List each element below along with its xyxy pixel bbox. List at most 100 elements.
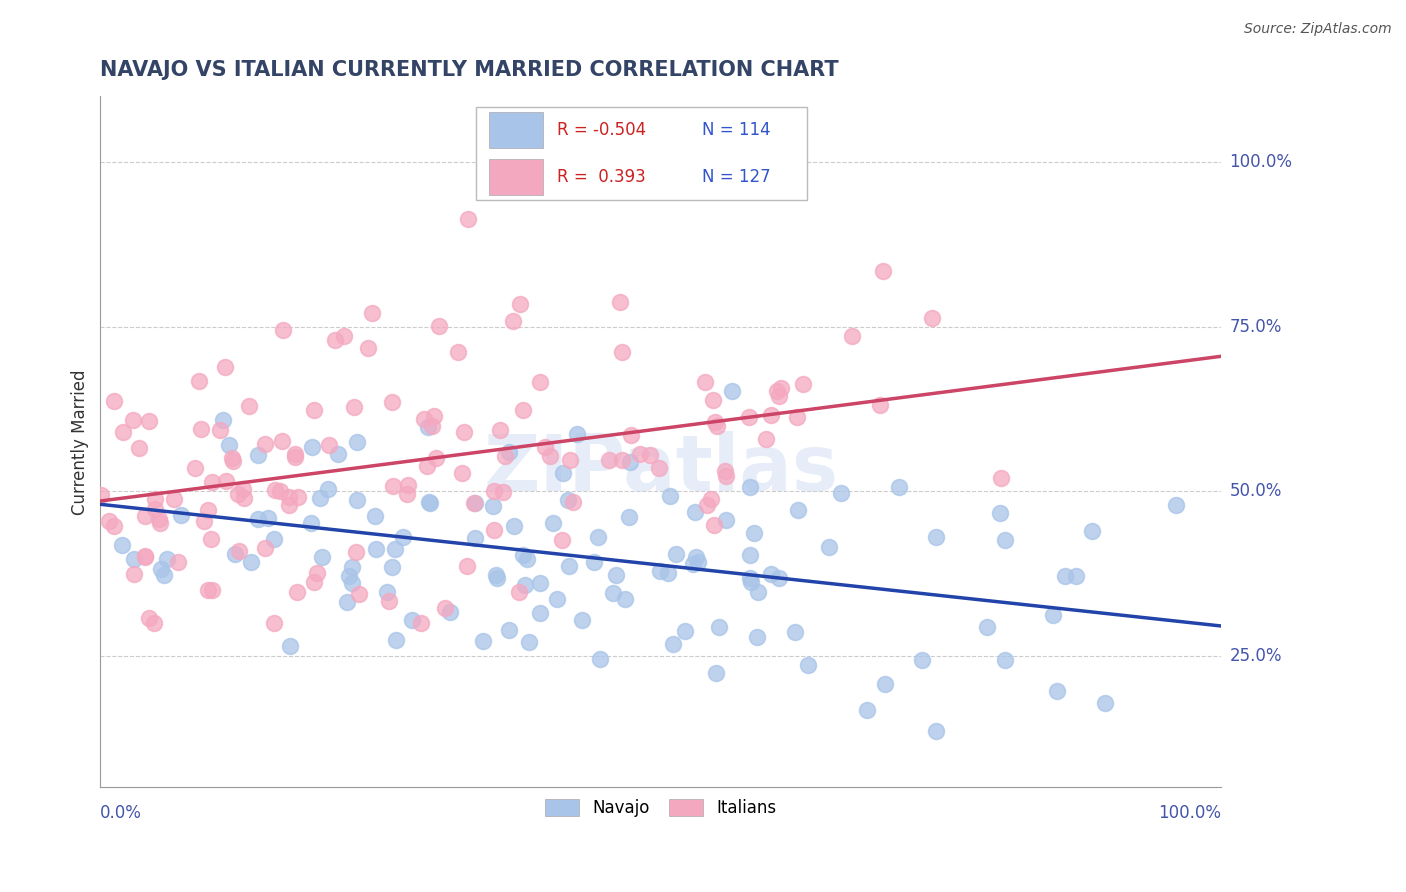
Point: [716, 469, 738, 483]
Point: [856, 703, 879, 717]
Point: [413, 412, 436, 426]
Point: [612, 344, 634, 359]
Point: [221, 454, 243, 468]
Point: [239, 555, 262, 569]
Point: [347, 587, 370, 601]
Point: [142, 615, 165, 630]
Point: [714, 513, 737, 527]
Point: [232, 491, 254, 505]
Text: R =  0.393: R = 0.393: [557, 168, 645, 186]
Text: NAVAJO VS ITALIAN CURRENTLY MARRIED CORRELATION CHART: NAVAJO VS ITALIAN CURRENTLY MARRIED CORR…: [100, 60, 839, 79]
Text: Source: ZipAtlas.com: Source: ZipAtlas.com: [1244, 22, 1392, 37]
Point: [344, 545, 367, 559]
Point: [602, 586, 624, 600]
Point: [103, 518, 125, 533]
Point: [209, 423, 232, 437]
Point: [502, 314, 524, 328]
Point: [648, 565, 671, 579]
Point: [278, 639, 301, 653]
Point: [366, 541, 388, 556]
Point: [456, 559, 478, 574]
Y-axis label: Currently Married: Currently Married: [72, 369, 89, 515]
Point: [766, 384, 789, 398]
Point: [149, 516, 172, 530]
Point: [187, 374, 209, 388]
Point: [377, 594, 399, 608]
Point: [316, 483, 339, 497]
Point: [887, 480, 910, 494]
Point: [696, 498, 718, 512]
Point: [665, 547, 688, 561]
Point: [307, 566, 329, 580]
Point: [657, 566, 679, 581]
Point: [1094, 696, 1116, 710]
Point: [357, 342, 380, 356]
Point: [1046, 684, 1069, 698]
Point: [738, 409, 761, 424]
Point: [685, 549, 707, 564]
Point: [759, 567, 782, 582]
Point: [976, 620, 998, 634]
Point: [598, 453, 620, 467]
Point: [363, 508, 385, 523]
Point: [551, 467, 574, 481]
Point: [562, 495, 585, 509]
Point: [184, 460, 207, 475]
Point: [340, 575, 363, 590]
Point: [277, 498, 299, 512]
Point: [565, 427, 588, 442]
Point: [769, 381, 792, 395]
Point: [494, 449, 516, 463]
Point: [1064, 569, 1087, 583]
Point: [755, 432, 778, 446]
Point: [797, 658, 820, 673]
Point: [201, 582, 224, 597]
Point: [925, 531, 948, 545]
Point: [98, 514, 121, 528]
Point: [337, 568, 360, 582]
Point: [381, 560, 404, 574]
Point: [582, 555, 605, 569]
Point: [485, 568, 508, 582]
Text: N = 127: N = 127: [702, 168, 770, 186]
Point: [464, 531, 486, 545]
Point: [201, 475, 224, 489]
Point: [529, 576, 551, 591]
Point: [311, 550, 333, 565]
Point: [543, 516, 565, 530]
Point: [605, 568, 627, 582]
Point: [134, 509, 156, 524]
Point: [472, 634, 495, 648]
Point: [323, 334, 346, 348]
Point: [167, 555, 190, 569]
Point: [662, 637, 685, 651]
Point: [492, 485, 515, 500]
Point: [284, 447, 307, 461]
Point: [612, 453, 634, 467]
Point: [336, 595, 359, 609]
Point: [464, 496, 486, 510]
Point: [103, 394, 125, 409]
Text: 100.0%: 100.0%: [1230, 153, 1292, 171]
Point: [111, 538, 134, 552]
Text: R = -0.504: R = -0.504: [557, 121, 645, 139]
Point: [702, 393, 724, 408]
Point: [994, 653, 1017, 667]
Point: [302, 575, 325, 590]
Point: [682, 557, 704, 571]
Point: [340, 560, 363, 574]
Point: [308, 491, 330, 506]
Point: [503, 519, 526, 533]
Point: [238, 399, 260, 413]
Point: [232, 482, 254, 496]
Point: [638, 448, 661, 462]
Point: [156, 551, 179, 566]
Point: [517, 634, 540, 648]
Point: [346, 493, 368, 508]
Point: [463, 496, 485, 510]
Point: [253, 437, 276, 451]
Point: [409, 615, 432, 630]
FancyBboxPatch shape: [489, 159, 543, 194]
Point: [512, 403, 534, 417]
Point: [221, 450, 243, 465]
